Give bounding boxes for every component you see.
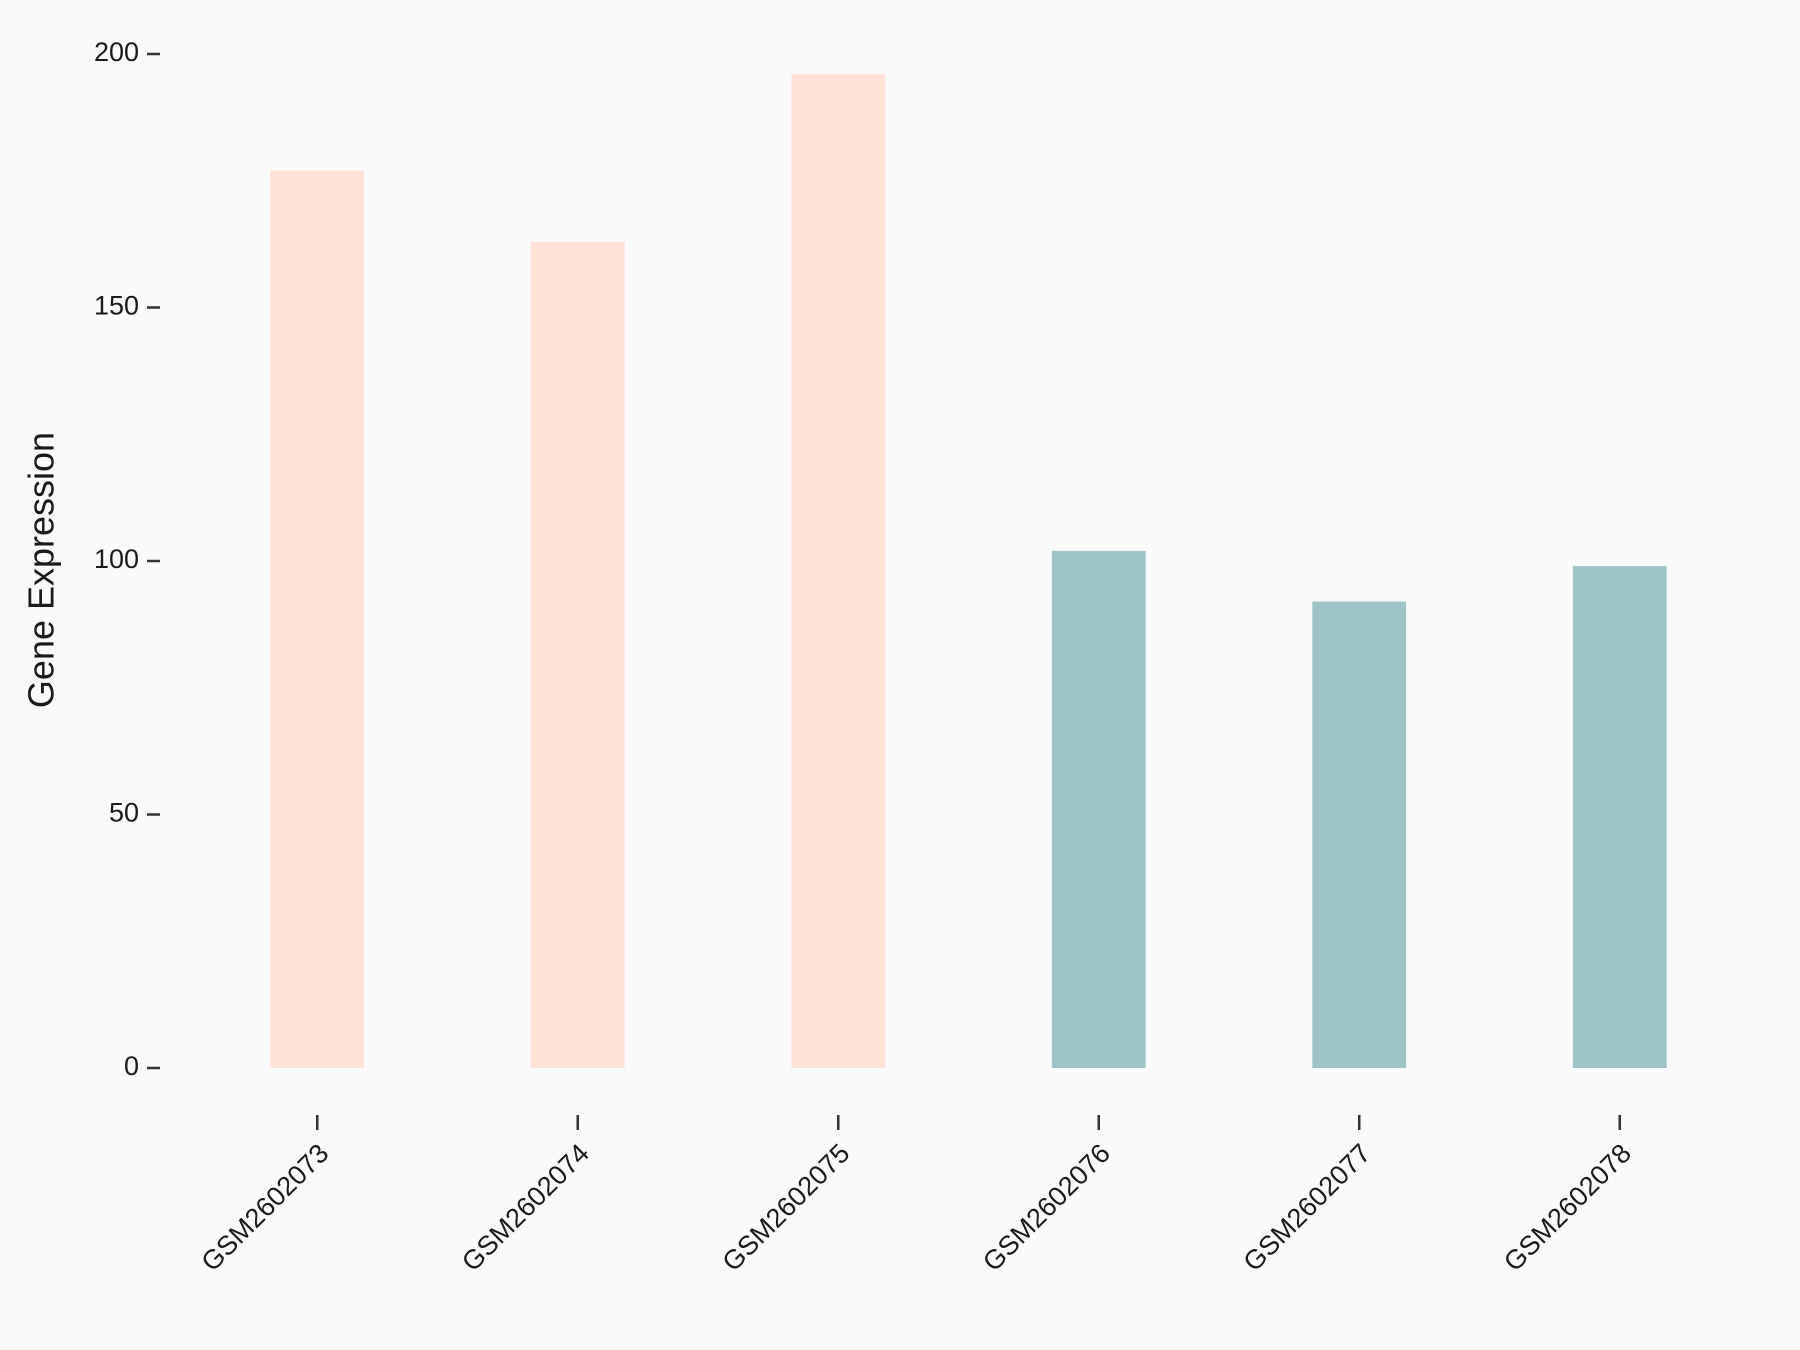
y-axis-label: Gene Expression xyxy=(21,432,62,708)
y-tick-label: 150 xyxy=(94,291,139,321)
y-tick-label: 100 xyxy=(94,544,139,574)
bar xyxy=(1051,550,1146,1068)
y-tick-label: 50 xyxy=(109,798,139,828)
y-tick-label: 0 xyxy=(124,1051,139,1081)
bar xyxy=(1312,601,1407,1068)
bar xyxy=(270,170,365,1069)
bar xyxy=(1572,566,1667,1068)
bar xyxy=(791,74,886,1068)
y-tick-label: 200 xyxy=(94,37,139,67)
bar xyxy=(530,241,625,1069)
